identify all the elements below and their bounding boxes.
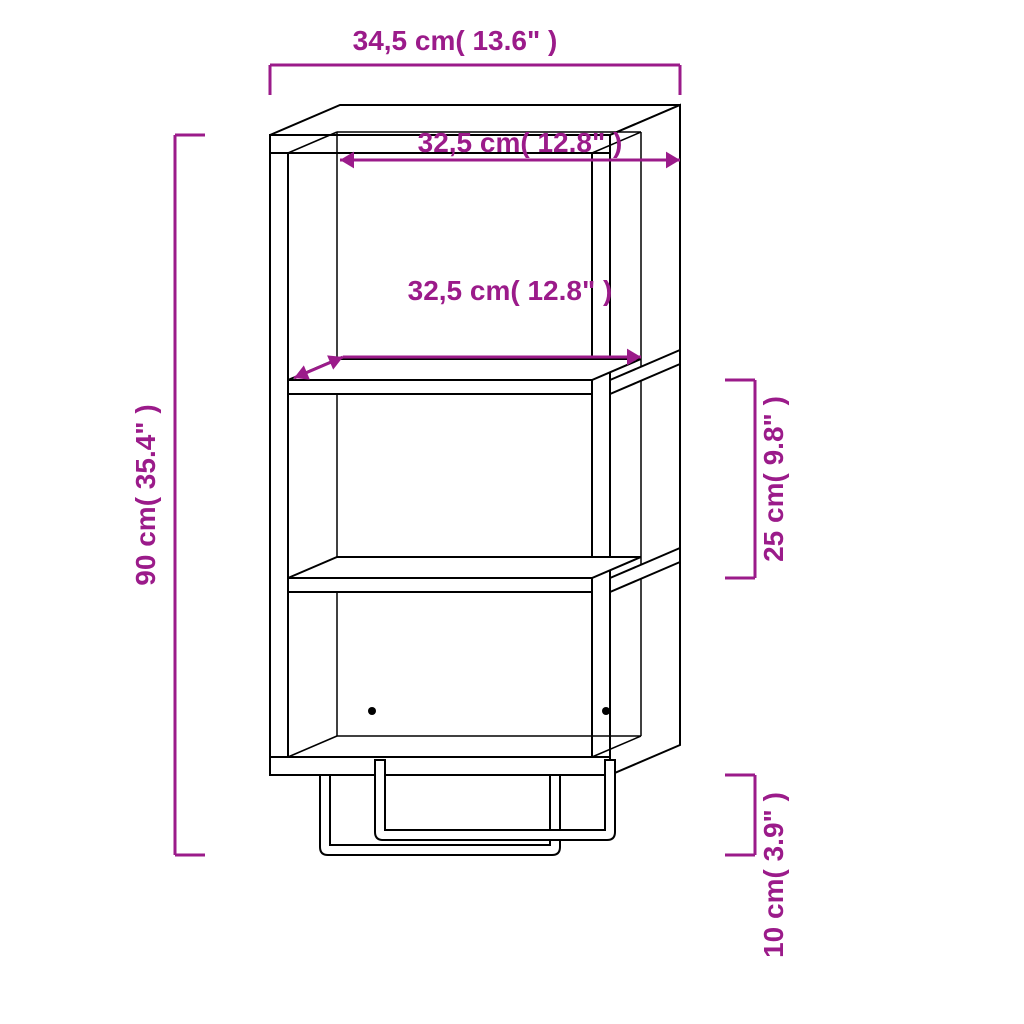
cabinet-front	[270, 135, 610, 775]
leg-front	[320, 775, 560, 855]
dim-width-outer-label: 34,5 cm( 13.6" )	[353, 25, 558, 56]
dim-width-top-label: 32,5 cm( 12.8" )	[418, 127, 623, 158]
dim-shelf-gap-label: 25 cm( 9.8" )	[758, 396, 789, 562]
cabinet-side	[610, 105, 680, 775]
dim-height-label: 90 cm( 35.4" )	[130, 404, 161, 585]
dim-leg-height-label: 10 cm( 3.9" )	[758, 792, 789, 958]
dim-depth-label: 32,5 cm( 12.8" )	[408, 275, 613, 306]
